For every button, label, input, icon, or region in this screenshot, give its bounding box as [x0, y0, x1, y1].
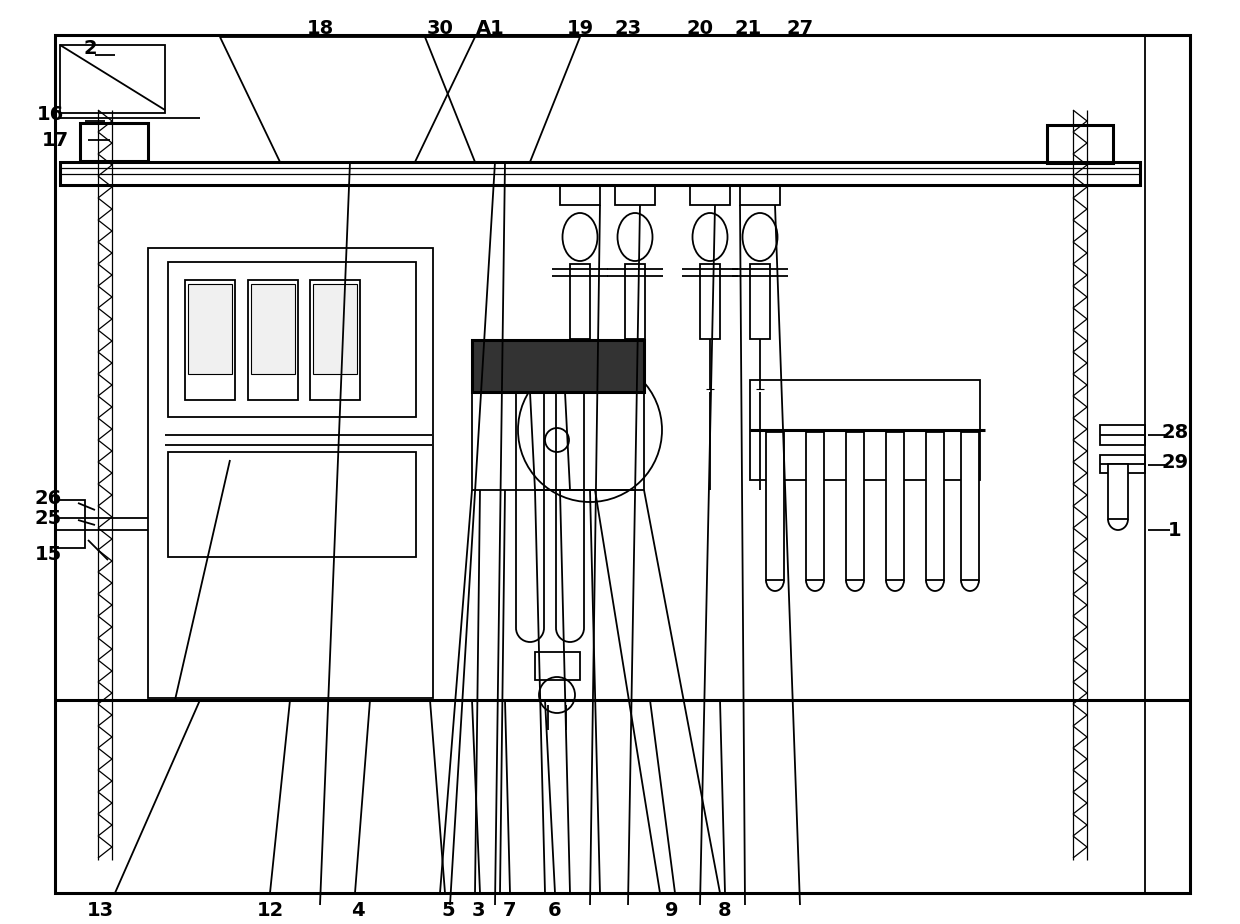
- Bar: [750, 380, 980, 480]
- Text: 8: 8: [718, 901, 732, 919]
- Text: 23: 23: [615, 18, 641, 38]
- Bar: [961, 432, 980, 580]
- Bar: [167, 262, 415, 417]
- Bar: [887, 432, 904, 580]
- Text: 29: 29: [1162, 453, 1189, 471]
- Text: 28: 28: [1162, 422, 1189, 442]
- Text: 26: 26: [35, 489, 62, 507]
- Bar: [689, 185, 730, 205]
- Bar: [806, 432, 825, 580]
- Text: 25: 25: [35, 508, 62, 528]
- Text: 18: 18: [306, 18, 334, 38]
- Bar: [1100, 455, 1145, 473]
- Text: 20: 20: [687, 18, 713, 38]
- Text: 7: 7: [503, 901, 517, 919]
- Bar: [750, 264, 770, 339]
- Bar: [60, 162, 1140, 185]
- Text: 5: 5: [441, 901, 455, 919]
- Bar: [148, 248, 433, 698]
- Bar: [188, 284, 232, 374]
- Text: 2: 2: [83, 39, 97, 57]
- Bar: [615, 185, 655, 205]
- Bar: [1109, 464, 1128, 519]
- Bar: [701, 264, 720, 339]
- Text: 9: 9: [665, 901, 678, 919]
- Text: 16: 16: [36, 105, 63, 125]
- Text: 17: 17: [41, 130, 68, 150]
- Bar: [185, 280, 236, 400]
- Text: 4: 4: [351, 901, 365, 919]
- Bar: [312, 284, 357, 374]
- Bar: [625, 264, 645, 339]
- Bar: [846, 432, 864, 580]
- Text: 27: 27: [786, 18, 813, 38]
- Bar: [570, 264, 590, 339]
- Bar: [55, 500, 86, 548]
- Bar: [534, 652, 580, 680]
- Bar: [1100, 425, 1145, 445]
- Bar: [472, 392, 644, 490]
- Text: 21: 21: [734, 18, 761, 38]
- Bar: [1047, 125, 1114, 163]
- Bar: [472, 340, 644, 392]
- Text: 12: 12: [257, 901, 284, 919]
- Bar: [167, 452, 415, 557]
- Bar: [766, 432, 784, 580]
- Text: 13: 13: [87, 901, 114, 919]
- Bar: [926, 432, 944, 580]
- Bar: [81, 123, 148, 161]
- Bar: [248, 280, 298, 400]
- Text: 6: 6: [548, 901, 562, 919]
- Bar: [310, 280, 360, 400]
- Bar: [60, 45, 165, 113]
- Text: 19: 19: [567, 18, 594, 38]
- Text: A1: A1: [476, 18, 505, 38]
- Text: 3: 3: [471, 901, 485, 919]
- Bar: [250, 284, 295, 374]
- Bar: [560, 185, 600, 205]
- Text: 30: 30: [427, 18, 454, 38]
- Text: 1: 1: [1168, 520, 1182, 540]
- Text: 15: 15: [35, 545, 62, 565]
- Bar: [740, 185, 780, 205]
